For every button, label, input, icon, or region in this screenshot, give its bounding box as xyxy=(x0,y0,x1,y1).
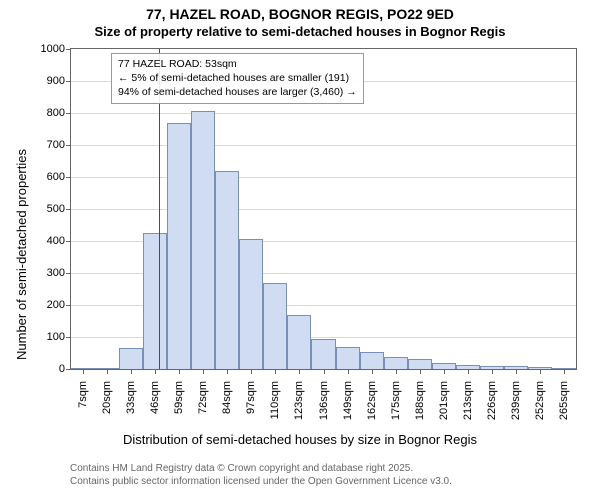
chart-subtitle: Size of property relative to semi-detach… xyxy=(0,24,600,39)
y-tick-mark xyxy=(66,177,71,178)
histogram-bar xyxy=(143,233,167,369)
x-tick-mark xyxy=(372,369,373,374)
histogram-bar xyxy=(384,357,408,369)
histogram-bar xyxy=(408,359,432,369)
x-tick-label: 7sqm xyxy=(77,381,89,408)
x-tick-mark xyxy=(155,369,156,374)
x-tick-mark xyxy=(540,369,541,374)
x-tick-label: 149sqm xyxy=(342,381,354,420)
x-tick-label: 84sqm xyxy=(221,381,233,414)
x-tick-label: 33sqm xyxy=(125,381,137,414)
x-tick-label: 239sqm xyxy=(510,381,522,420)
y-tick-label: 600 xyxy=(47,171,65,183)
x-tick-mark xyxy=(564,369,565,374)
y-tick-label: 400 xyxy=(47,235,65,247)
x-tick-mark xyxy=(227,369,228,374)
y-tick-label: 500 xyxy=(47,203,65,215)
x-tick-mark xyxy=(348,369,349,374)
x-tick-mark xyxy=(299,369,300,374)
x-tick-mark xyxy=(83,369,84,374)
x-tick-label: 226sqm xyxy=(486,381,498,420)
annotation-box: 77 HAZEL ROAD: 53sqm← 5% of semi-detache… xyxy=(111,53,364,104)
x-tick-label: 265sqm xyxy=(558,381,570,420)
grid-line xyxy=(71,209,576,210)
x-tick-mark xyxy=(324,369,325,374)
footer-attribution: Contains HM Land Registry data © Crown c… xyxy=(70,462,452,488)
x-tick-label: 136sqm xyxy=(318,381,330,420)
x-tick-label: 72sqm xyxy=(197,381,209,414)
histogram-bar xyxy=(215,171,239,369)
x-tick-label: 201sqm xyxy=(438,381,450,420)
x-tick-label: 213sqm xyxy=(462,381,474,420)
histogram-bar xyxy=(167,123,191,369)
x-tick-mark xyxy=(444,369,445,374)
x-axis-label: Distribution of semi-detached houses by … xyxy=(0,432,600,447)
histogram-bar xyxy=(287,315,311,369)
y-tick-mark xyxy=(66,49,71,50)
histogram-bar xyxy=(239,239,263,369)
y-tick-mark xyxy=(66,241,71,242)
y-tick-label: 300 xyxy=(47,267,65,279)
x-tick-label: 59sqm xyxy=(173,381,185,414)
x-tick-label: 20sqm xyxy=(101,381,113,414)
x-tick-mark xyxy=(396,369,397,374)
annotation-line: ← 5% of semi-detached houses are smaller… xyxy=(118,71,357,85)
x-tick-mark xyxy=(131,369,132,374)
x-tick-mark xyxy=(492,369,493,374)
histogram-bar xyxy=(191,111,215,369)
histogram-bar xyxy=(119,348,143,369)
y-tick-mark xyxy=(66,337,71,338)
x-tick-label: 175sqm xyxy=(390,381,402,420)
annotation-line: 94% of semi-detached houses are larger (… xyxy=(118,85,357,99)
y-tick-label: 100 xyxy=(47,331,65,343)
footer-line1: Contains HM Land Registry data © Crown c… xyxy=(70,462,452,475)
y-axis-label: Number of semi-detached properties xyxy=(14,149,29,360)
x-tick-mark xyxy=(203,369,204,374)
plot-area: 010020030040050060070080090010007sqm20sq… xyxy=(70,48,577,370)
y-tick-mark xyxy=(66,145,71,146)
grid-line xyxy=(71,113,576,114)
histogram-bar xyxy=(311,339,335,369)
y-tick-label: 800 xyxy=(47,107,65,119)
x-tick-label: 97sqm xyxy=(245,381,257,414)
x-tick-label: 252sqm xyxy=(534,381,546,420)
x-tick-mark xyxy=(516,369,517,374)
y-tick-label: 700 xyxy=(47,139,65,151)
y-tick-label: 200 xyxy=(47,299,65,311)
x-tick-mark xyxy=(179,369,180,374)
y-tick-mark xyxy=(66,273,71,274)
y-tick-mark xyxy=(66,209,71,210)
x-tick-label: 162sqm xyxy=(366,381,378,420)
y-tick-mark xyxy=(66,113,71,114)
histogram-bar xyxy=(360,352,384,369)
x-tick-mark xyxy=(420,369,421,374)
grid-line xyxy=(71,177,576,178)
y-tick-mark xyxy=(66,81,71,82)
y-tick-label: 1000 xyxy=(41,43,65,55)
x-tick-label: 110sqm xyxy=(269,381,281,419)
grid-line xyxy=(71,145,576,146)
histogram-bar xyxy=(336,347,360,369)
annotation-line: 77 HAZEL ROAD: 53sqm xyxy=(118,57,357,71)
x-tick-label: 46sqm xyxy=(149,381,161,414)
y-tick-label: 900 xyxy=(47,75,65,87)
y-tick-mark xyxy=(66,305,71,306)
histogram-bar xyxy=(263,283,287,369)
x-tick-label: 188sqm xyxy=(414,381,426,420)
footer-line2: Contains public sector information licen… xyxy=(70,475,452,488)
x-tick-mark xyxy=(107,369,108,374)
chart-title: 77, HAZEL ROAD, BOGNOR REGIS, PO22 9ED xyxy=(0,6,600,22)
x-tick-mark xyxy=(251,369,252,374)
y-tick-mark xyxy=(66,369,71,370)
x-tick-mark xyxy=(275,369,276,374)
x-tick-label: 123sqm xyxy=(293,381,305,420)
x-tick-mark xyxy=(468,369,469,374)
y-tick-label: 0 xyxy=(59,363,65,375)
